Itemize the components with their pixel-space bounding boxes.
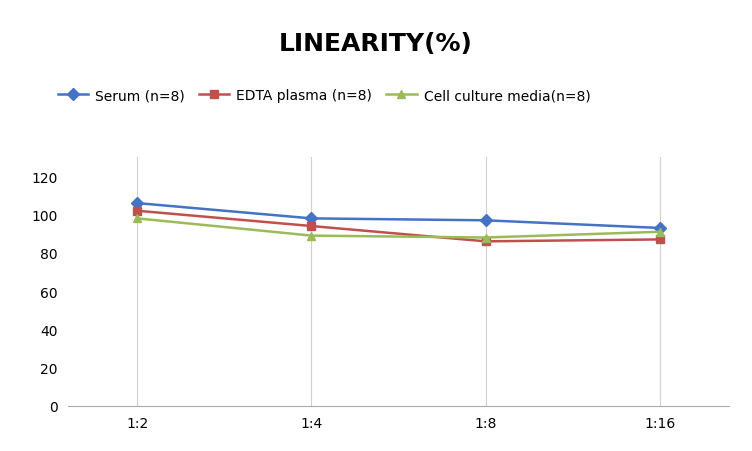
EDTA plasma (n=8) [481,239,490,244]
Serum (n=8) [307,216,316,221]
EDTA plasma (n=8) [133,208,142,214]
Line: Cell culture media(n=8): Cell culture media(n=8) [133,215,664,242]
Cell culture media(n=8) [133,216,142,221]
Text: LINEARITY(%): LINEARITY(%) [279,32,473,55]
EDTA plasma (n=8) [307,224,316,229]
EDTA plasma (n=8) [655,237,664,243]
Serum (n=8) [133,201,142,207]
Cell culture media(n=8) [655,230,664,235]
Serum (n=8) [481,218,490,224]
Legend: Serum (n=8), EDTA plasma (n=8), Cell culture media(n=8): Serum (n=8), EDTA plasma (n=8), Cell cul… [52,83,596,109]
Cell culture media(n=8) [481,235,490,241]
Serum (n=8) [655,226,664,231]
Line: EDTA plasma (n=8): EDTA plasma (n=8) [133,207,664,246]
Cell culture media(n=8) [307,233,316,239]
Line: Serum (n=8): Serum (n=8) [133,199,664,233]
